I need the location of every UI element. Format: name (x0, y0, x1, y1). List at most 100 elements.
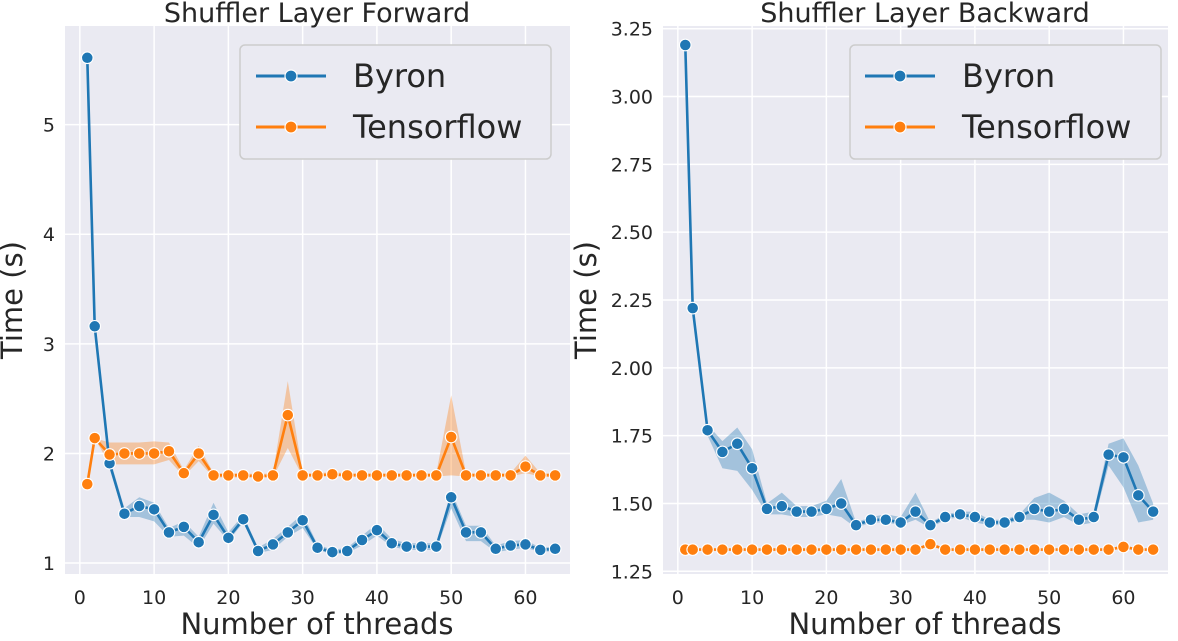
data-point-tensorflow (938, 543, 952, 556)
data-point-tensorflow (1146, 543, 1160, 556)
x-tick-label: 10 (142, 587, 166, 609)
data-point-byron (444, 490, 458, 504)
y-tick-label: 3.25 (611, 19, 653, 41)
data-point-tensorflow (88, 431, 102, 445)
data-point-byron (686, 301, 700, 315)
data-point-tensorflow (504, 469, 517, 482)
x-tick-labels: 0 10 20 30 40 50 60 (74, 587, 538, 609)
x-tick-label: 40 (365, 587, 389, 609)
data-point-tensorflow (207, 469, 220, 482)
x-tick-label: 10 (740, 587, 764, 609)
data-point-tensorflow (548, 469, 562, 482)
data-point-byron (790, 505, 804, 518)
confidence-band-tensorflow (87, 381, 556, 485)
data-point-tensorflow (266, 469, 280, 482)
data-point-byron (504, 539, 517, 552)
x-tick-label: 60 (1111, 587, 1135, 609)
data-point-tensorflow (533, 469, 547, 482)
data-point-tensorflow (251, 470, 265, 483)
data-point-byron (459, 526, 473, 539)
data-point-byron (192, 535, 206, 549)
data-point-byron (716, 445, 729, 459)
data-point-byron (909, 505, 922, 518)
data-point-byron (701, 423, 714, 437)
data-point-byron (474, 526, 488, 539)
data-point-byron (1042, 505, 1056, 518)
legend-label-tensorflow: Tensorflow (352, 108, 522, 146)
y-tick-label: 1 (43, 553, 55, 575)
x-tick-label: 50 (439, 587, 463, 609)
data-point-byron (519, 538, 532, 551)
legend-label-byron: Byron (353, 57, 446, 95)
data-point-byron (1102, 448, 1115, 461)
data-point-tensorflow (1117, 540, 1130, 554)
data-point-tensorflow (474, 469, 488, 482)
data-point-tensorflow (326, 467, 339, 481)
data-point-tensorflow (1057, 543, 1071, 556)
data-point-tensorflow (222, 469, 235, 482)
data-point-tensorflow (849, 543, 863, 556)
y-tick-label: 4 (43, 224, 55, 246)
data-point-tensorflow (1087, 543, 1101, 556)
data-point-byron (775, 499, 789, 513)
data-point-tensorflow (968, 543, 982, 556)
y-tick-label: 5 (43, 115, 55, 137)
data-point-tensorflow (1042, 543, 1056, 556)
data-point-tensorflow (745, 543, 759, 556)
data-point-tensorflow (192, 447, 206, 460)
data-point-byron (879, 513, 893, 527)
data-point-byron (864, 513, 878, 527)
data-point-tensorflow (924, 537, 937, 551)
y-tick-label: 2 (43, 443, 55, 465)
data-point-byron (370, 523, 384, 537)
data-point-tensorflow (790, 543, 804, 556)
data-point-byron (820, 502, 833, 516)
x-tick-label: 40 (963, 587, 987, 609)
data-point-byron (1131, 488, 1145, 502)
data-point-tensorflow (701, 543, 714, 556)
data-point-byron (311, 541, 324, 555)
data-point-tensorflow (355, 469, 369, 482)
data-point-byron (1013, 510, 1026, 524)
data-point-byron (1146, 505, 1160, 518)
data-point-byron (1087, 510, 1101, 524)
data-point-byron (340, 544, 354, 558)
chart-panel-forward: 0 10 20 30 40 50 60 1 2 3 4 5 Shuffler Layer Forwa… (0, 0, 570, 641)
y-tick-label: 2.25 (611, 290, 653, 312)
data-point-tensorflow (1072, 543, 1086, 556)
x-tick-label: 20 (216, 587, 240, 609)
data-point-byron (326, 545, 339, 559)
gridlines (663, 26, 1168, 574)
data-point-tensorflow (519, 460, 532, 473)
data-point-tensorflow (879, 543, 893, 556)
data-point-tensorflow (132, 447, 146, 460)
data-point-byron (118, 507, 131, 521)
legend-marker-tensorflow (284, 120, 298, 134)
chart-title: Shuffler Layer Backward (760, 0, 1090, 29)
data-point-tensorflow (716, 543, 729, 556)
data-point-tensorflow (775, 543, 789, 556)
data-point-tensorflow (311, 469, 324, 482)
data-point-tensorflow (296, 469, 309, 482)
data-point-byron (236, 512, 250, 526)
data-point-byron (1072, 513, 1086, 527)
data-point-byron (983, 516, 997, 529)
data-point-byron (548, 542, 562, 556)
data-point-tensorflow (820, 543, 833, 556)
data-point-byron (400, 540, 413, 553)
data-point-tensorflow (983, 543, 997, 556)
data-point-tensorflow (236, 469, 250, 482)
data-point-byron (80, 51, 94, 65)
x-axis-label: Number of threads (180, 607, 453, 641)
y-tick-label: 2.50 (611, 222, 653, 244)
data-point-tensorflow (340, 469, 354, 482)
data-point-tensorflow (281, 408, 295, 422)
data-point-byron (730, 437, 744, 451)
y-tick-labels: 1.25 1.50 1.75 2.00 2.25 2.50 2.75 3.00 3.25 (611, 19, 653, 584)
data-point-tensorflow (1027, 543, 1041, 556)
y-axis-label: Time (s) (569, 241, 603, 360)
data-point-byron (162, 526, 176, 539)
data-point-tensorflow (686, 543, 700, 556)
data-point-tensorflow (953, 543, 967, 556)
data-point-tensorflow (730, 543, 744, 556)
